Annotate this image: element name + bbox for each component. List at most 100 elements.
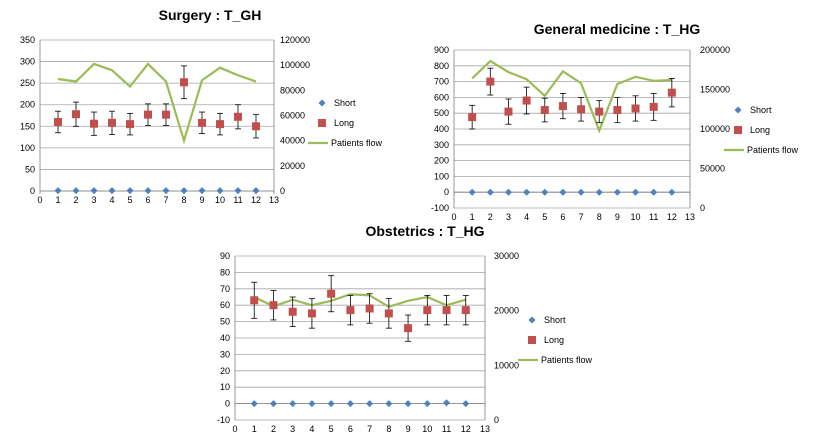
long-point — [595, 107, 604, 116]
y2-tick-label: 20000 — [280, 161, 305, 171]
y-tick-label: 0 — [30, 186, 35, 196]
long-point — [442, 306, 451, 315]
legend: Short Long Patients flow — [308, 98, 383, 148]
short-point — [650, 188, 658, 196]
x-tick-label: 7 — [367, 424, 372, 433]
y2-tick-label: 50000 — [700, 164, 725, 174]
legend-label: Short — [334, 98, 356, 108]
long-point — [180, 78, 188, 87]
y-tick-label: 0 — [444, 187, 449, 197]
long-point — [252, 122, 260, 131]
long-point — [613, 106, 622, 115]
short-point — [250, 400, 258, 408]
long-point — [144, 110, 152, 119]
short-point — [404, 400, 412, 408]
x-tick-label: 11 — [649, 212, 658, 222]
short-point — [366, 400, 374, 408]
x-tick-label: 7 — [579, 212, 584, 222]
long-point — [384, 309, 393, 318]
y-tick-label: -100 — [431, 203, 449, 213]
x-tick-label: 8 — [597, 212, 602, 222]
y-tick-label: 500 — [434, 108, 449, 118]
y2-tick-label: 80000 — [280, 85, 305, 95]
x-tick-label: 9 — [199, 195, 204, 205]
y-tick-label: 20 — [220, 366, 230, 376]
y-tick-label: -10 — [217, 415, 230, 425]
short-point — [385, 400, 393, 408]
long-point — [54, 117, 62, 126]
legend-short-marker — [528, 316, 536, 324]
y-tick-label: 100 — [20, 143, 35, 153]
short-point — [327, 400, 335, 408]
chart-title: Obstetrics : T_HG — [365, 223, 484, 239]
legend-short-marker — [318, 99, 326, 107]
x-tick-label: 12 — [461, 424, 471, 433]
long-point — [234, 112, 242, 121]
x-tick-label: 10 — [631, 212, 641, 222]
short-point — [180, 187, 188, 195]
obstetrics-chart: Obstetrics : T_HG -100102030405060708090… — [217, 223, 593, 433]
x-tick-label: 4 — [524, 212, 529, 222]
surgery-chart: Surgery : T_GH 0501001502002503003500200… — [20, 7, 383, 205]
legend-label: Patients flow — [747, 145, 799, 155]
y-tick-label: 60 — [220, 300, 230, 310]
y-tick-label: 50 — [25, 164, 35, 174]
x-tick-label: 5 — [329, 424, 334, 433]
short-point — [289, 400, 297, 408]
short-point — [577, 188, 585, 196]
short-point — [486, 188, 494, 196]
legend: Short Long Patients flow — [724, 105, 799, 155]
x-tick-label: 12 — [251, 195, 261, 205]
x-tick-label: 6 — [145, 195, 150, 205]
y-tick-label: 100 — [434, 171, 449, 181]
legend-label: Short — [544, 315, 566, 325]
short-point — [90, 187, 98, 195]
short-point — [126, 187, 134, 195]
short-point — [523, 188, 531, 196]
long-point — [558, 102, 567, 111]
x-tick-label: 13 — [685, 212, 695, 222]
legend-label: Long — [544, 335, 564, 345]
x-tick-label: 5 — [542, 212, 547, 222]
y2-tick-label: 200000 — [700, 45, 730, 55]
short-point — [308, 400, 316, 408]
long-point — [522, 96, 531, 105]
short-point — [504, 188, 512, 196]
long-point — [126, 120, 134, 129]
long-point — [667, 88, 676, 97]
legend-long-marker — [734, 126, 742, 134]
long-point — [327, 289, 336, 298]
y2-tick-label: 60000 — [280, 111, 305, 121]
short-point — [72, 187, 80, 195]
short-point — [668, 188, 676, 196]
x-tick-label: 8 — [386, 424, 391, 433]
long-point — [631, 104, 640, 113]
x-tick-label: 11 — [442, 424, 451, 433]
short-point — [559, 188, 567, 196]
long-point — [486, 77, 495, 86]
y2-tick-label: 0 — [494, 415, 499, 425]
patients-flow-line — [253, 293, 467, 309]
y2-tick-label: 150000 — [700, 85, 730, 95]
legend: Short Long Patients flow — [518, 315, 593, 365]
long-point — [468, 113, 477, 122]
x-tick-label: 1 — [252, 424, 257, 433]
legend-short-marker — [734, 106, 742, 114]
x-tick-label: 1 — [55, 195, 60, 205]
x-tick-label: 4 — [309, 424, 314, 433]
long-point — [461, 306, 470, 315]
x-tick-label: 3 — [91, 195, 96, 205]
x-tick-label: 3 — [290, 424, 295, 433]
y-tick-label: 50 — [220, 317, 230, 327]
x-tick-label: 12 — [667, 212, 677, 222]
x-tick-label: 2 — [73, 195, 78, 205]
y-tick-label: 90 — [220, 251, 230, 261]
short-point — [462, 400, 470, 408]
x-tick-label: 9 — [406, 424, 411, 433]
short-point — [269, 400, 277, 408]
short-point — [595, 188, 603, 196]
x-tick-label: 0 — [232, 424, 237, 433]
long-point — [504, 107, 513, 116]
x-tick-label: 6 — [560, 212, 565, 222]
